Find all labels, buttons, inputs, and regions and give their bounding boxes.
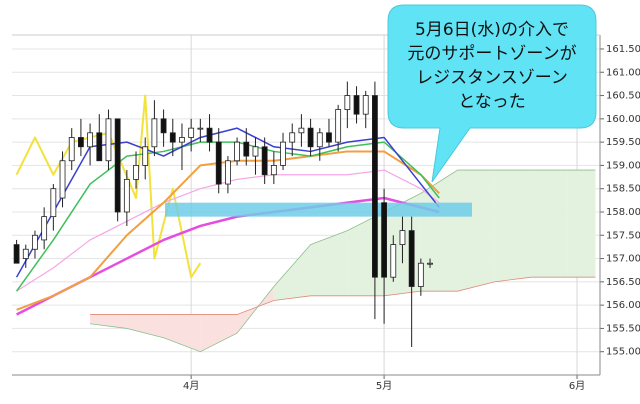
candle-body — [133, 165, 139, 180]
candle-body — [344, 95, 351, 110]
y-tick-label: 159.50 — [606, 137, 640, 148]
callout-text: 5月6日(水)の介入で — [415, 20, 569, 40]
candle-body — [399, 230, 406, 245]
candle-body — [197, 127, 204, 130]
y-tick-label: 157.50 — [606, 230, 640, 241]
y-tick-label: 160.00 — [606, 114, 640, 125]
y-tick-label: 161.50 — [606, 44, 640, 55]
candle-body — [142, 146, 149, 166]
candle-body — [169, 132, 176, 143]
y-tick-label: 156.00 — [606, 300, 640, 311]
cloud-segment — [126, 314, 164, 338]
y-tick-label: 159.00 — [606, 160, 640, 171]
y-tick-label: 157.00 — [606, 254, 640, 265]
candle-body — [252, 146, 259, 157]
candle-body — [234, 141, 240, 162]
cloud-segment — [90, 314, 127, 329]
candle-body — [179, 137, 185, 143]
candle-body — [160, 118, 167, 134]
candle-body — [298, 127, 305, 134]
callout-text: レジスタンスゾーン — [416, 68, 568, 88]
cloud-segment — [163, 314, 201, 352]
candle-body — [243, 141, 250, 157]
candle-body — [123, 178, 130, 213]
candle-body — [87, 132, 93, 148]
candle-body — [68, 137, 75, 162]
candle-body — [362, 95, 369, 115]
cloud-segment — [531, 170, 568, 278]
cloud-segment — [200, 314, 238, 352]
cloud-segment — [567, 170, 596, 278]
candle-body — [50, 188, 57, 218]
y-tick-label: 158.00 — [606, 207, 640, 218]
cloud-segment — [494, 170, 532, 282]
indicator-line — [16, 169, 440, 292]
candle-body — [316, 132, 323, 148]
x-tick-label: 4月 — [183, 380, 199, 392]
candle-body — [289, 132, 296, 143]
candle-body — [151, 118, 158, 148]
y-tick-label: 155.00 — [606, 347, 640, 358]
y-tick-label: 161.00 — [606, 67, 640, 78]
cloud-segment — [457, 170, 495, 292]
cloud-segment — [273, 244, 311, 301]
y-tick-label: 158.50 — [606, 184, 640, 195]
candle-body — [261, 146, 268, 176]
candle-body — [326, 132, 332, 143]
candle-body — [335, 109, 342, 143]
candle-body — [408, 230, 415, 287]
resistance-zone — [165, 202, 472, 217]
candle-body — [96, 132, 103, 162]
candle-body — [114, 118, 121, 213]
cloud-segment — [310, 230, 348, 296]
candle-body — [215, 141, 222, 185]
candle-body — [427, 262, 433, 265]
candle-body — [41, 216, 48, 241]
candle-body — [270, 165, 277, 176]
callout-text: 元のサポートゾーンが — [407, 44, 576, 64]
candle-body — [390, 244, 397, 278]
candle-body — [78, 137, 84, 148]
candle-body — [353, 95, 360, 115]
x-tick-label: 5月 — [376, 380, 392, 392]
candle-body — [13, 244, 20, 264]
callout-text: となった — [458, 92, 526, 112]
candle-body — [188, 127, 195, 138]
x-tick-label: 6月 — [569, 380, 585, 392]
candle-body — [225, 160, 231, 185]
y-tick-label: 160.50 — [606, 91, 640, 102]
candle-body — [372, 95, 378, 278]
candle-body — [381, 202, 387, 278]
candle-body — [307, 127, 314, 148]
y-tick-label: 156.50 — [606, 277, 640, 288]
candle-body — [22, 248, 29, 259]
y-tick-label: 155.50 — [606, 323, 640, 334]
callout-bubble — [387, 4, 597, 183]
cloud-span-a — [90, 169, 596, 353]
candle-body — [280, 141, 286, 166]
candle-body — [206, 127, 213, 143]
indicator-line — [15, 94, 202, 279]
candle-body — [59, 160, 66, 199]
candle-body — [105, 118, 112, 162]
candle-body — [417, 262, 424, 287]
candle-body — [32, 234, 38, 250]
cloud-span-b — [90, 276, 596, 315]
